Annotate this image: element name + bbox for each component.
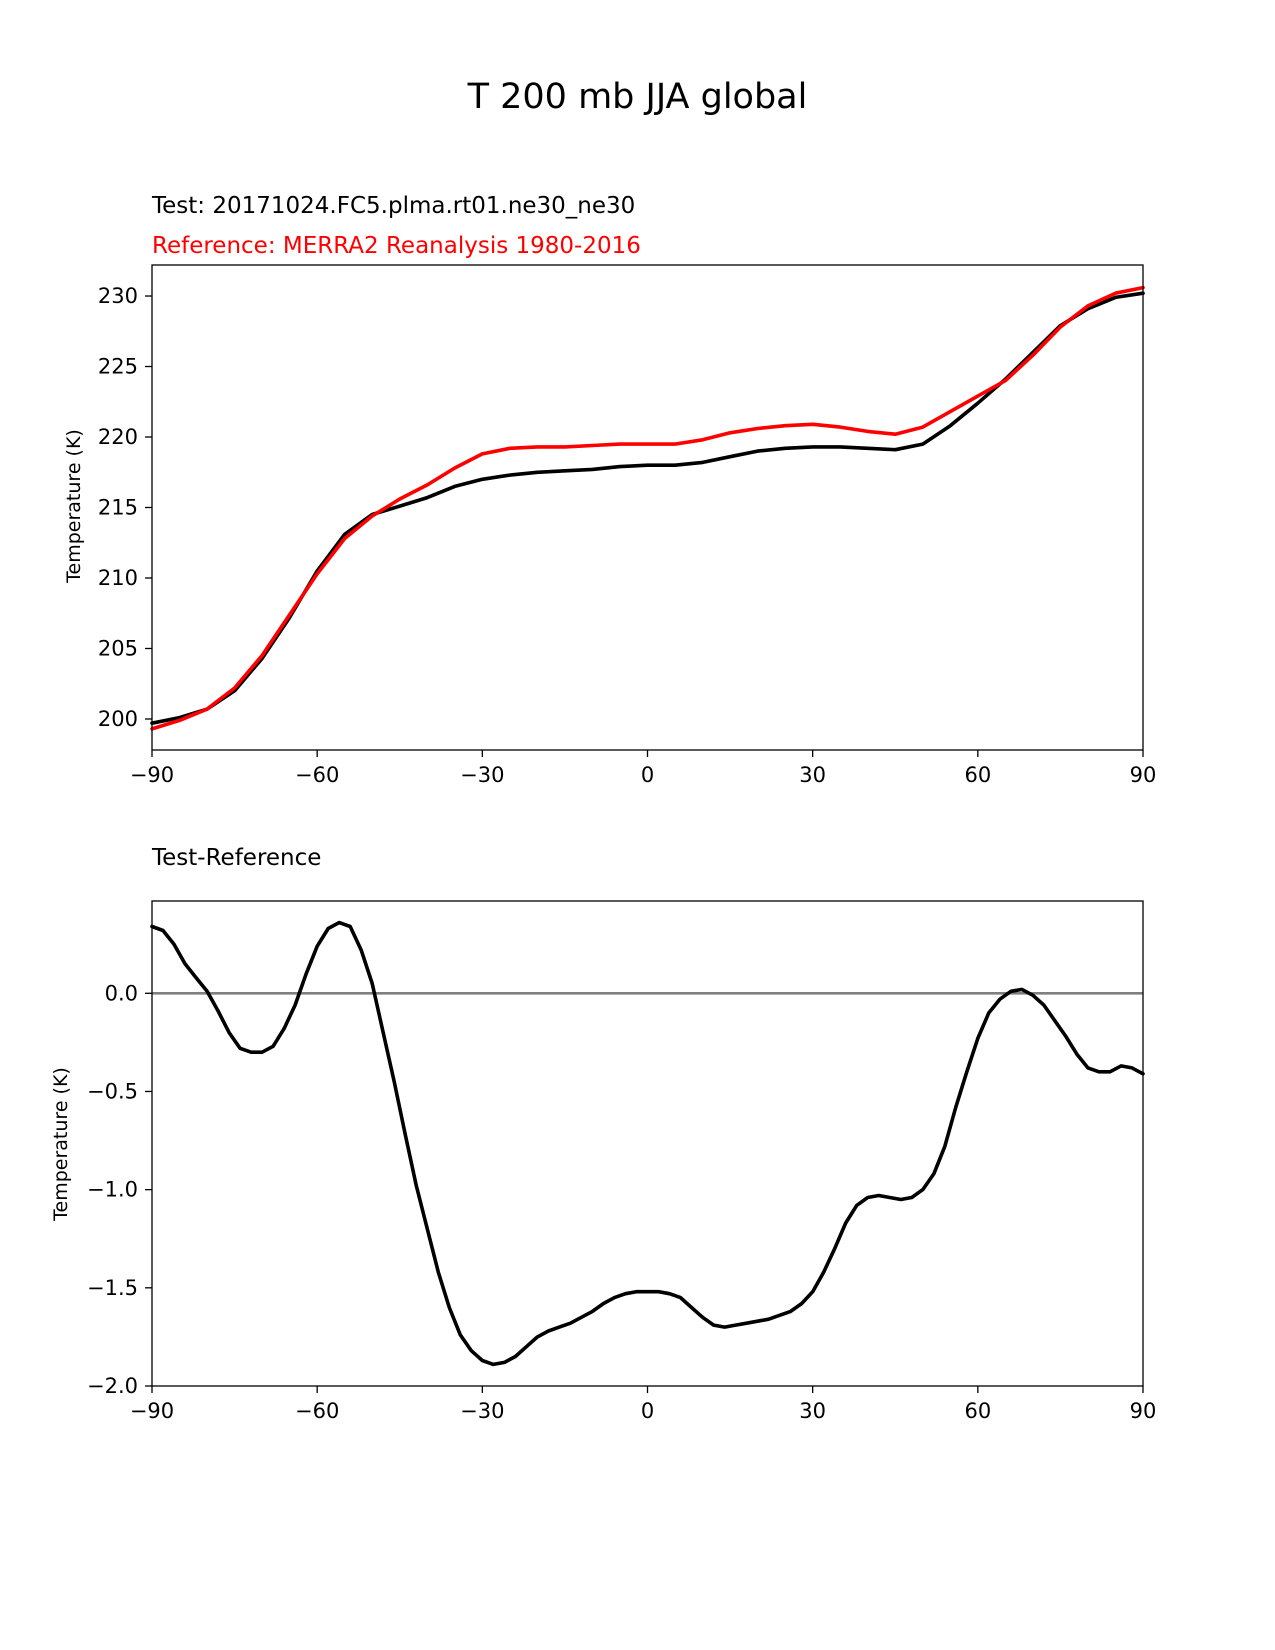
reference-title: Reference: MERRA2 Reanalysis 1980-2016 [152, 233, 641, 259]
bottom-series-group [150, 920, 1145, 1367]
bottom-y-tick-label: −1.0 [87, 1178, 138, 1202]
bottom-x-tick-label: 0 [641, 1399, 654, 1423]
top-x-tick-label: 60 [964, 763, 991, 787]
reference-series-line [150, 285, 1145, 731]
top-y-axis-label: Temperature (K) [63, 429, 85, 584]
top-y-tick-label: 200 [98, 707, 138, 731]
top-plot-frame [151, 264, 1144, 751]
top-x-tick-label: −90 [130, 763, 174, 787]
top-y-tick-label: 220 [98, 425, 138, 449]
bottom-y-axis-label: Temperature (K) [50, 1067, 72, 1222]
top-series-group [150, 285, 1145, 731]
top-y-tick-label: 205 [98, 636, 138, 660]
bottom-x-tick-label: −90 [130, 1399, 174, 1423]
top-y-tick-label: 215 [98, 496, 138, 520]
top-y-tick-label: 230 [98, 284, 138, 308]
test-title: Test: 20171024.FC5.plma.rt01.ne30_ne30 [151, 193, 635, 219]
top-ticks-group: −90 −60 −30 0 30 60 90 200 205 210 215 220 225 230 [98, 284, 1156, 787]
top-panel: Test: 20171024.FC5.plma.rt01.ne30_ne30 R… [63, 193, 1156, 787]
bottom-plot-frame [151, 900, 1144, 1387]
top-y-tick-label: 225 [98, 355, 138, 379]
bottom-x-tick-label: 30 [799, 1399, 826, 1423]
top-x-tick-label: 30 [799, 763, 826, 787]
bottom-x-tick-label: 60 [964, 1399, 991, 1423]
bottom-panel: Test-Reference −90 −60 −30 0 30 60 90−2.0−1.5−… [50, 845, 1156, 1423]
figure-title: T 200 mb JJA global [467, 77, 808, 117]
top-x-tick-label: 0 [641, 763, 654, 787]
bottom-y-tick-label: 0.0 [105, 981, 138, 1005]
bottom-ticks-group: −90 −60 −30 0 30 60 90 −2.0 −1.5 −1.0 −0.5 0.0 [87, 981, 1156, 1423]
bottom-x-tick-label: −60 [295, 1399, 339, 1423]
bottom-x-tick-label: 90 [1130, 1399, 1157, 1423]
top-x-tick-label: −60 [295, 763, 339, 787]
top-y-tick-label: 210 [98, 566, 138, 590]
top-x-tick-label: −30 [460, 763, 504, 787]
bottom-y-tick-label: −2.0 [87, 1374, 138, 1398]
top-x-tick-label: 90 [1130, 763, 1157, 787]
bottom-y-tick-label: −0.5 [87, 1079, 138, 1103]
diff-title: Test-Reference [151, 845, 321, 871]
bottom-x-tick-label: −30 [460, 1399, 504, 1423]
bottom-y-tick-label: −1.5 [87, 1276, 138, 1300]
test-reference-series-line [150, 920, 1145, 1367]
